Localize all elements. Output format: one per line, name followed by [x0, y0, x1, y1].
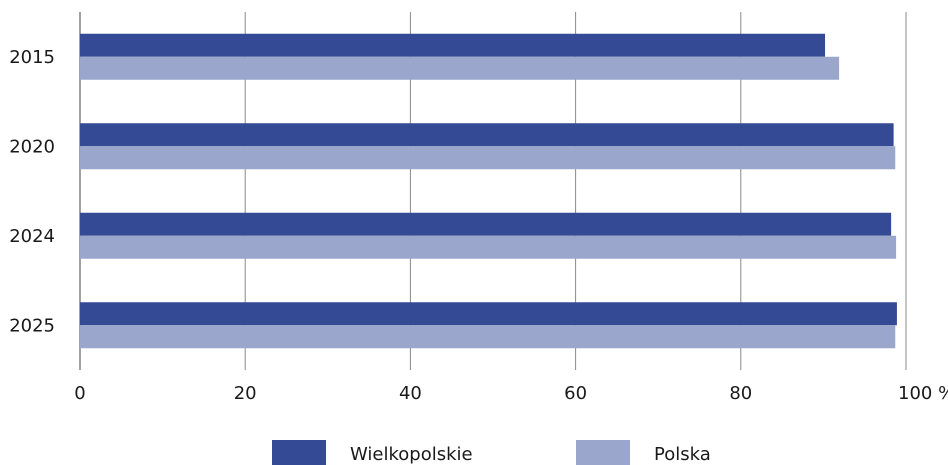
bar [80, 325, 896, 349]
x-tick-label: 0 [74, 383, 85, 404]
bar [80, 123, 894, 147]
legend-label: Wielkopolskie [350, 444, 473, 465]
bar [80, 212, 892, 236]
x-tick-label: 60 [564, 383, 587, 404]
bar [80, 302, 897, 326]
legend-swatch [576, 440, 630, 465]
y-tick-label: 2024 [9, 226, 55, 247]
x-tick-label: 40 [399, 383, 422, 404]
x-tick-label: 20 [234, 383, 257, 404]
x-tick-label: 80 [729, 383, 752, 404]
x-tick-label: 100 % [898, 383, 948, 404]
bar [80, 235, 897, 259]
bar [80, 146, 896, 170]
legend-label: Polska [654, 444, 711, 465]
bar [80, 56, 840, 80]
legend-swatch [272, 440, 326, 465]
y-tick-label: 2025 [9, 315, 55, 336]
y-tick-label: 2015 [9, 47, 55, 68]
y-tick-label: 2020 [9, 136, 55, 157]
bar [80, 33, 826, 57]
